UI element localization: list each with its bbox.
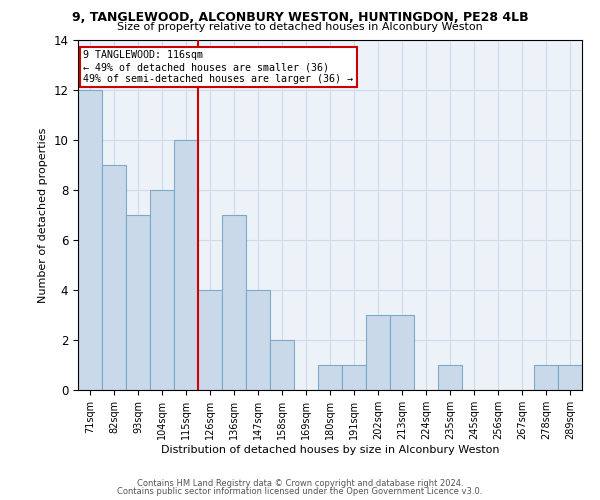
X-axis label: Distribution of detached houses by size in Alconbury Weston: Distribution of detached houses by size …	[161, 444, 499, 454]
Bar	[78, 90, 102, 390]
Text: Size of property relative to detached houses in Alconbury Weston: Size of property relative to detached ho…	[117, 22, 483, 32]
Bar	[318, 365, 342, 390]
Bar	[246, 290, 270, 390]
Text: Contains public sector information licensed under the Open Government Licence v3: Contains public sector information licen…	[118, 487, 482, 496]
Bar	[150, 190, 174, 390]
Text: Contains HM Land Registry data © Crown copyright and database right 2024.: Contains HM Land Registry data © Crown c…	[137, 478, 463, 488]
Bar	[390, 315, 414, 390]
Bar	[534, 365, 558, 390]
Bar	[102, 165, 126, 390]
Bar	[438, 365, 462, 390]
Y-axis label: Number of detached properties: Number of detached properties	[38, 128, 48, 302]
Bar	[126, 215, 150, 390]
Text: 9 TANGLEWOOD: 116sqm
← 49% of detached houses are smaller (36)
49% of semi-detac: 9 TANGLEWOOD: 116sqm ← 49% of detached h…	[83, 50, 353, 84]
Bar	[342, 365, 366, 390]
Bar	[270, 340, 294, 390]
Bar	[366, 315, 390, 390]
Text: 9, TANGLEWOOD, ALCONBURY WESTON, HUNTINGDON, PE28 4LB: 9, TANGLEWOOD, ALCONBURY WESTON, HUNTING…	[71, 11, 529, 24]
Bar	[558, 365, 582, 390]
Bar	[198, 290, 222, 390]
Bar	[222, 215, 246, 390]
Bar	[174, 140, 198, 390]
